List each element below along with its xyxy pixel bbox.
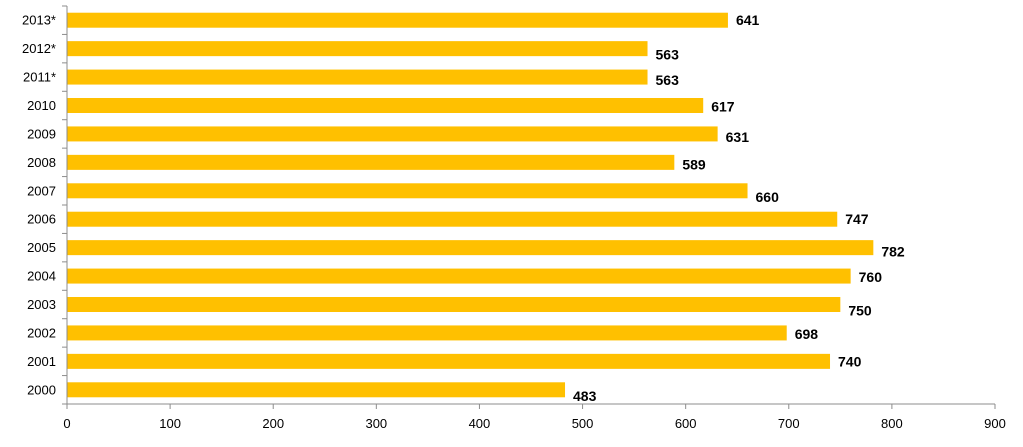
- value-label: 641: [736, 12, 760, 28]
- bar-2011*: [67, 69, 648, 85]
- x-tick-label: 0: [63, 416, 70, 431]
- axis-layer: [62, 5, 996, 409]
- category-label: 2004: [27, 269, 56, 284]
- x-tick-label: 600: [675, 416, 697, 431]
- value-label: 631: [726, 129, 750, 145]
- category-label: 2011*: [23, 70, 56, 85]
- bar-2002: [67, 325, 787, 341]
- bar-2000: [67, 382, 566, 398]
- category-label: 2002: [27, 325, 56, 340]
- value-label: 747: [845, 211, 869, 227]
- x-tick-label: 900: [984, 416, 1006, 431]
- value-label: 563: [656, 72, 680, 88]
- category-label: 2009: [27, 126, 56, 141]
- category-label: 2010: [27, 98, 56, 113]
- value-label: 782: [881, 244, 905, 260]
- category-label: 2003: [27, 297, 56, 312]
- value-label: 660: [756, 189, 780, 205]
- bar-2005: [67, 240, 874, 256]
- bar-2013*: [67, 12, 728, 28]
- x-tick-label: 400: [469, 416, 491, 431]
- value-label: 589: [682, 156, 706, 172]
- x-tick-label: 500: [572, 416, 594, 431]
- bar-2003: [67, 297, 841, 312]
- x-tick-label: 200: [262, 416, 284, 431]
- bars-layer: [67, 12, 874, 398]
- value-label: 563: [656, 47, 680, 63]
- category-label: 2000: [27, 382, 56, 397]
- value-label: 617: [711, 99, 735, 115]
- value-label: 698: [795, 326, 819, 342]
- bar-2007: [67, 183, 748, 199]
- category-label: 2005: [27, 240, 56, 255]
- bar-2008: [67, 154, 675, 170]
- category-label: 2012*: [22, 41, 56, 56]
- category-label: 2001: [27, 354, 56, 369]
- bar-2012*: [67, 41, 648, 57]
- value-label: 740: [838, 353, 862, 369]
- category-label: 2013*: [22, 13, 56, 28]
- value-label: 483: [573, 388, 597, 404]
- x-tick-label: 100: [159, 416, 181, 431]
- bar-2010: [67, 98, 704, 113]
- value-label: 750: [848, 303, 872, 319]
- labels-layer: 2013* 641 2012* 563 2011* 563 2010 617 2009 631 20…: [22, 12, 1006, 431]
- x-tick-label: 800: [881, 416, 903, 431]
- bar-2009: [67, 126, 718, 142]
- value-label: 760: [859, 269, 883, 285]
- x-tick-label: 700: [778, 416, 800, 431]
- category-label: 2008: [27, 155, 56, 170]
- bar-2001: [67, 353, 831, 369]
- bar-2004: [67, 268, 851, 284]
- category-label: 2007: [27, 183, 56, 198]
- bar-2006: [67, 211, 838, 227]
- category-label: 2006: [27, 212, 56, 227]
- x-tick-label: 300: [365, 416, 387, 431]
